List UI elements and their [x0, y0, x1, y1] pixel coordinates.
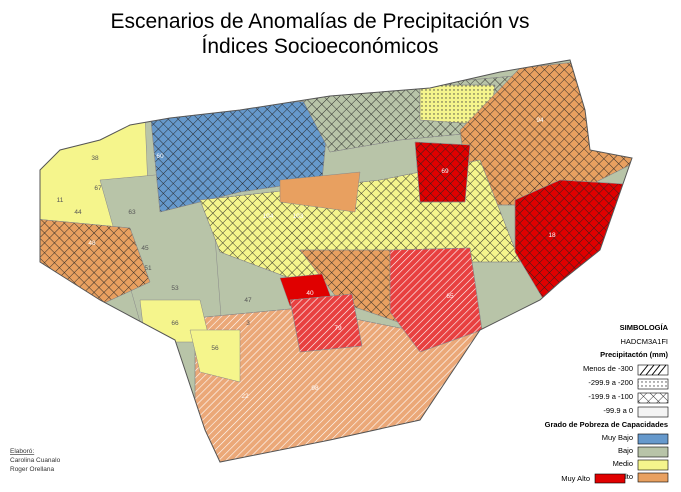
map-label: 56 — [211, 345, 219, 352]
legend-label: Menos de -300 — [583, 364, 633, 373]
map-label: 22 — [241, 393, 249, 400]
legend-label: -299.9 a -200 — [588, 378, 633, 387]
legend-label: Muy Bajo — [602, 433, 633, 442]
legend-swatch — [637, 459, 669, 471]
map-label: 40 — [306, 290, 314, 297]
map-label: 98 — [311, 385, 319, 392]
map-label: 69 — [441, 168, 449, 175]
credit-author: Carolina Cuanalo — [10, 457, 61, 464]
map-label: 3 — [246, 320, 250, 327]
legend-heading: SIMBOLOGÍA — [620, 323, 669, 332]
legend-swatch — [637, 406, 669, 418]
legend-model: HADCM3A1FI — [620, 337, 668, 346]
map-label: 11 — [57, 197, 64, 204]
map-label: 103 — [293, 213, 304, 220]
map-label: 47 — [244, 297, 252, 304]
hatch-swatch — [639, 364, 667, 376]
legend-label: -199.9 a -100 — [588, 392, 633, 401]
legend-swatch — [637, 392, 669, 404]
map-label: 44 — [74, 209, 82, 216]
map-label: 94 — [536, 117, 544, 124]
map-outline — [39, 59, 633, 463]
map-label: 104 — [263, 213, 274, 220]
legend-swatch — [594, 473, 626, 484]
legend: SIMBOLOGÍA HADCM3A1FI Precipitactón (mm)… — [545, 323, 669, 484]
map-label: 53 — [171, 285, 179, 292]
title-line: Escenarios de Anomalías de Precipitación… — [110, 10, 529, 33]
map-label: 18 — [548, 232, 556, 239]
legend-swatch — [637, 433, 669, 445]
map-label: 63 — [128, 209, 136, 216]
map-labels: 38 67 11 44 63 48 45 51 53 66 56 47 3 22… — [57, 117, 556, 400]
credits: Elaboró: Carolina Cuanalo Roger Orellana — [10, 448, 61, 473]
legend-label: -99.9 a 0 — [603, 406, 633, 415]
legend-swatch — [637, 364, 669, 376]
map-label: 65 — [446, 293, 454, 300]
map-label: 38 — [91, 155, 99, 162]
map-label: 79 — [334, 325, 342, 332]
legend-label: Bajo — [618, 446, 633, 455]
credit-author: Roger Orellana — [10, 466, 54, 473]
legend-label: Alto — [620, 472, 633, 481]
legend-swatch — [637, 378, 669, 390]
legend-label: Medio — [613, 459, 633, 468]
credit-label: Elaboró: — [10, 448, 34, 455]
legend-label: Muy Alto — [561, 474, 590, 483]
map-label: 66 — [171, 320, 179, 327]
legend-section: Grado de Pobreza de Capacidades — [545, 420, 668, 429]
map-label: 48 — [88, 240, 96, 247]
title-line: Índices Socioeconómicos — [202, 35, 439, 58]
legend-swatch — [637, 472, 669, 483]
map-label: 51 — [144, 265, 152, 272]
map-label: 67 — [94, 185, 102, 192]
map-label: 60 — [156, 153, 164, 160]
legend-section: Precipitactón (mm) — [600, 350, 668, 359]
map-label: 45 — [141, 245, 149, 252]
legend-swatch — [637, 446, 669, 458]
map — [40, 60, 632, 462]
